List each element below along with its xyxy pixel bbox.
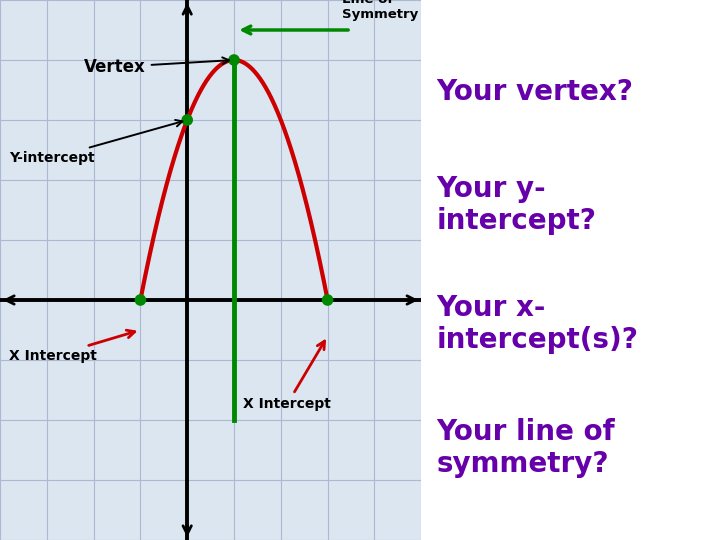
Text: Your vertex?: Your vertex? (436, 78, 633, 106)
Point (181, 116, 193, 124)
Text: X Intercept: X Intercept (243, 341, 331, 411)
Text: X Intercept: X Intercept (9, 330, 135, 363)
Text: Your y-
intercept?: Your y- intercept? (436, 175, 596, 235)
Point (322, 296, 333, 305)
Text: Line of
Symmetry: Line of Symmetry (341, 0, 418, 21)
Point (228, 56, 240, 64)
Text: Your x-
intercept(s)?: Your x- intercept(s)? (436, 294, 638, 354)
Text: Your line of
symmetry?: Your line of symmetry? (436, 418, 615, 478)
Point (135, 296, 146, 305)
Text: Vertex: Vertex (84, 57, 229, 76)
Text: Y-intercept: Y-intercept (9, 120, 182, 165)
